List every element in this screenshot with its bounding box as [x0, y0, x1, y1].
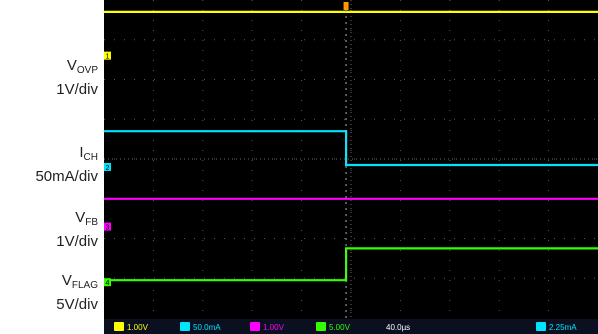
- status-badge-1: [180, 322, 190, 331]
- label-vovp-scale: 1V/div: [56, 81, 98, 98]
- label-vfb: VFB 1V/div: [56, 208, 98, 251]
- label-vflag-scale: 5V/div: [56, 296, 98, 313]
- label-vovp-main: V: [66, 57, 77, 74]
- label-ich-main: I: [79, 144, 84, 161]
- label-vfb-scale: 1V/div: [56, 233, 98, 250]
- label-vflag-sub: FLAG: [71, 280, 98, 291]
- status-badge-5: [536, 322, 546, 331]
- marker-ch2-label: 2: [106, 165, 110, 172]
- status-badge-2: [250, 322, 260, 331]
- status-badge-0: [114, 322, 124, 331]
- trace-ch4: [104, 247, 598, 282]
- marker-ch4-label: 4: [106, 280, 110, 287]
- marker-ch1: [104, 51, 111, 60]
- label-vovp: VOVP 1V/div: [56, 56, 98, 99]
- label-vfb-sub: FB: [85, 217, 98, 228]
- label-vflag-main: V: [61, 272, 72, 289]
- marker-ch2: [104, 162, 111, 171]
- channel-labels: VOVP 1V/div ICH 50mA/div VFB 1V/div VFLA…: [0, 0, 104, 334]
- label-vflag: VFLAG 5V/div: [56, 271, 98, 314]
- oscilloscope-screen: 1 2 3 4 1.00V 50.0mA 1.00V 5.00V 40.0µs 2.25mA: [104, 0, 598, 334]
- status-readout-4: 40.0µs: [386, 323, 410, 332]
- trigger-position: [343, 2, 349, 10]
- status-readout-2: 1.00V: [263, 323, 285, 332]
- status-badge-3: [316, 322, 326, 331]
- channel-markers: 1 2 3 4: [104, 51, 111, 287]
- status-readout-0: 1.00V: [127, 323, 149, 332]
- status-readout-3: 5.00V: [329, 323, 351, 332]
- label-vovp-sub: OVP: [76, 65, 98, 76]
- label-ich-scale: 50mA/div: [35, 168, 98, 185]
- label-ich-sub: CH: [83, 152, 98, 163]
- trigger-marker: [343, 2, 349, 318]
- marker-ch3: [104, 222, 111, 231]
- status-bar: 1.00V 50.0mA 1.00V 5.00V 40.0µs 2.25mA: [104, 319, 598, 334]
- marker-ch4: [104, 278, 111, 287]
- marker-ch1-label: 1: [106, 54, 110, 61]
- status-readout-1: 50.0mA: [193, 323, 221, 332]
- screen-background: [104, 0, 598, 334]
- status-readout-5: 2.25mA: [549, 323, 577, 332]
- status-bar-background: [104, 319, 598, 334]
- label-ich: ICH 50mA/div: [35, 143, 98, 186]
- marker-ch3-label: 3: [106, 225, 110, 232]
- label-vfb-main: V: [75, 209, 86, 226]
